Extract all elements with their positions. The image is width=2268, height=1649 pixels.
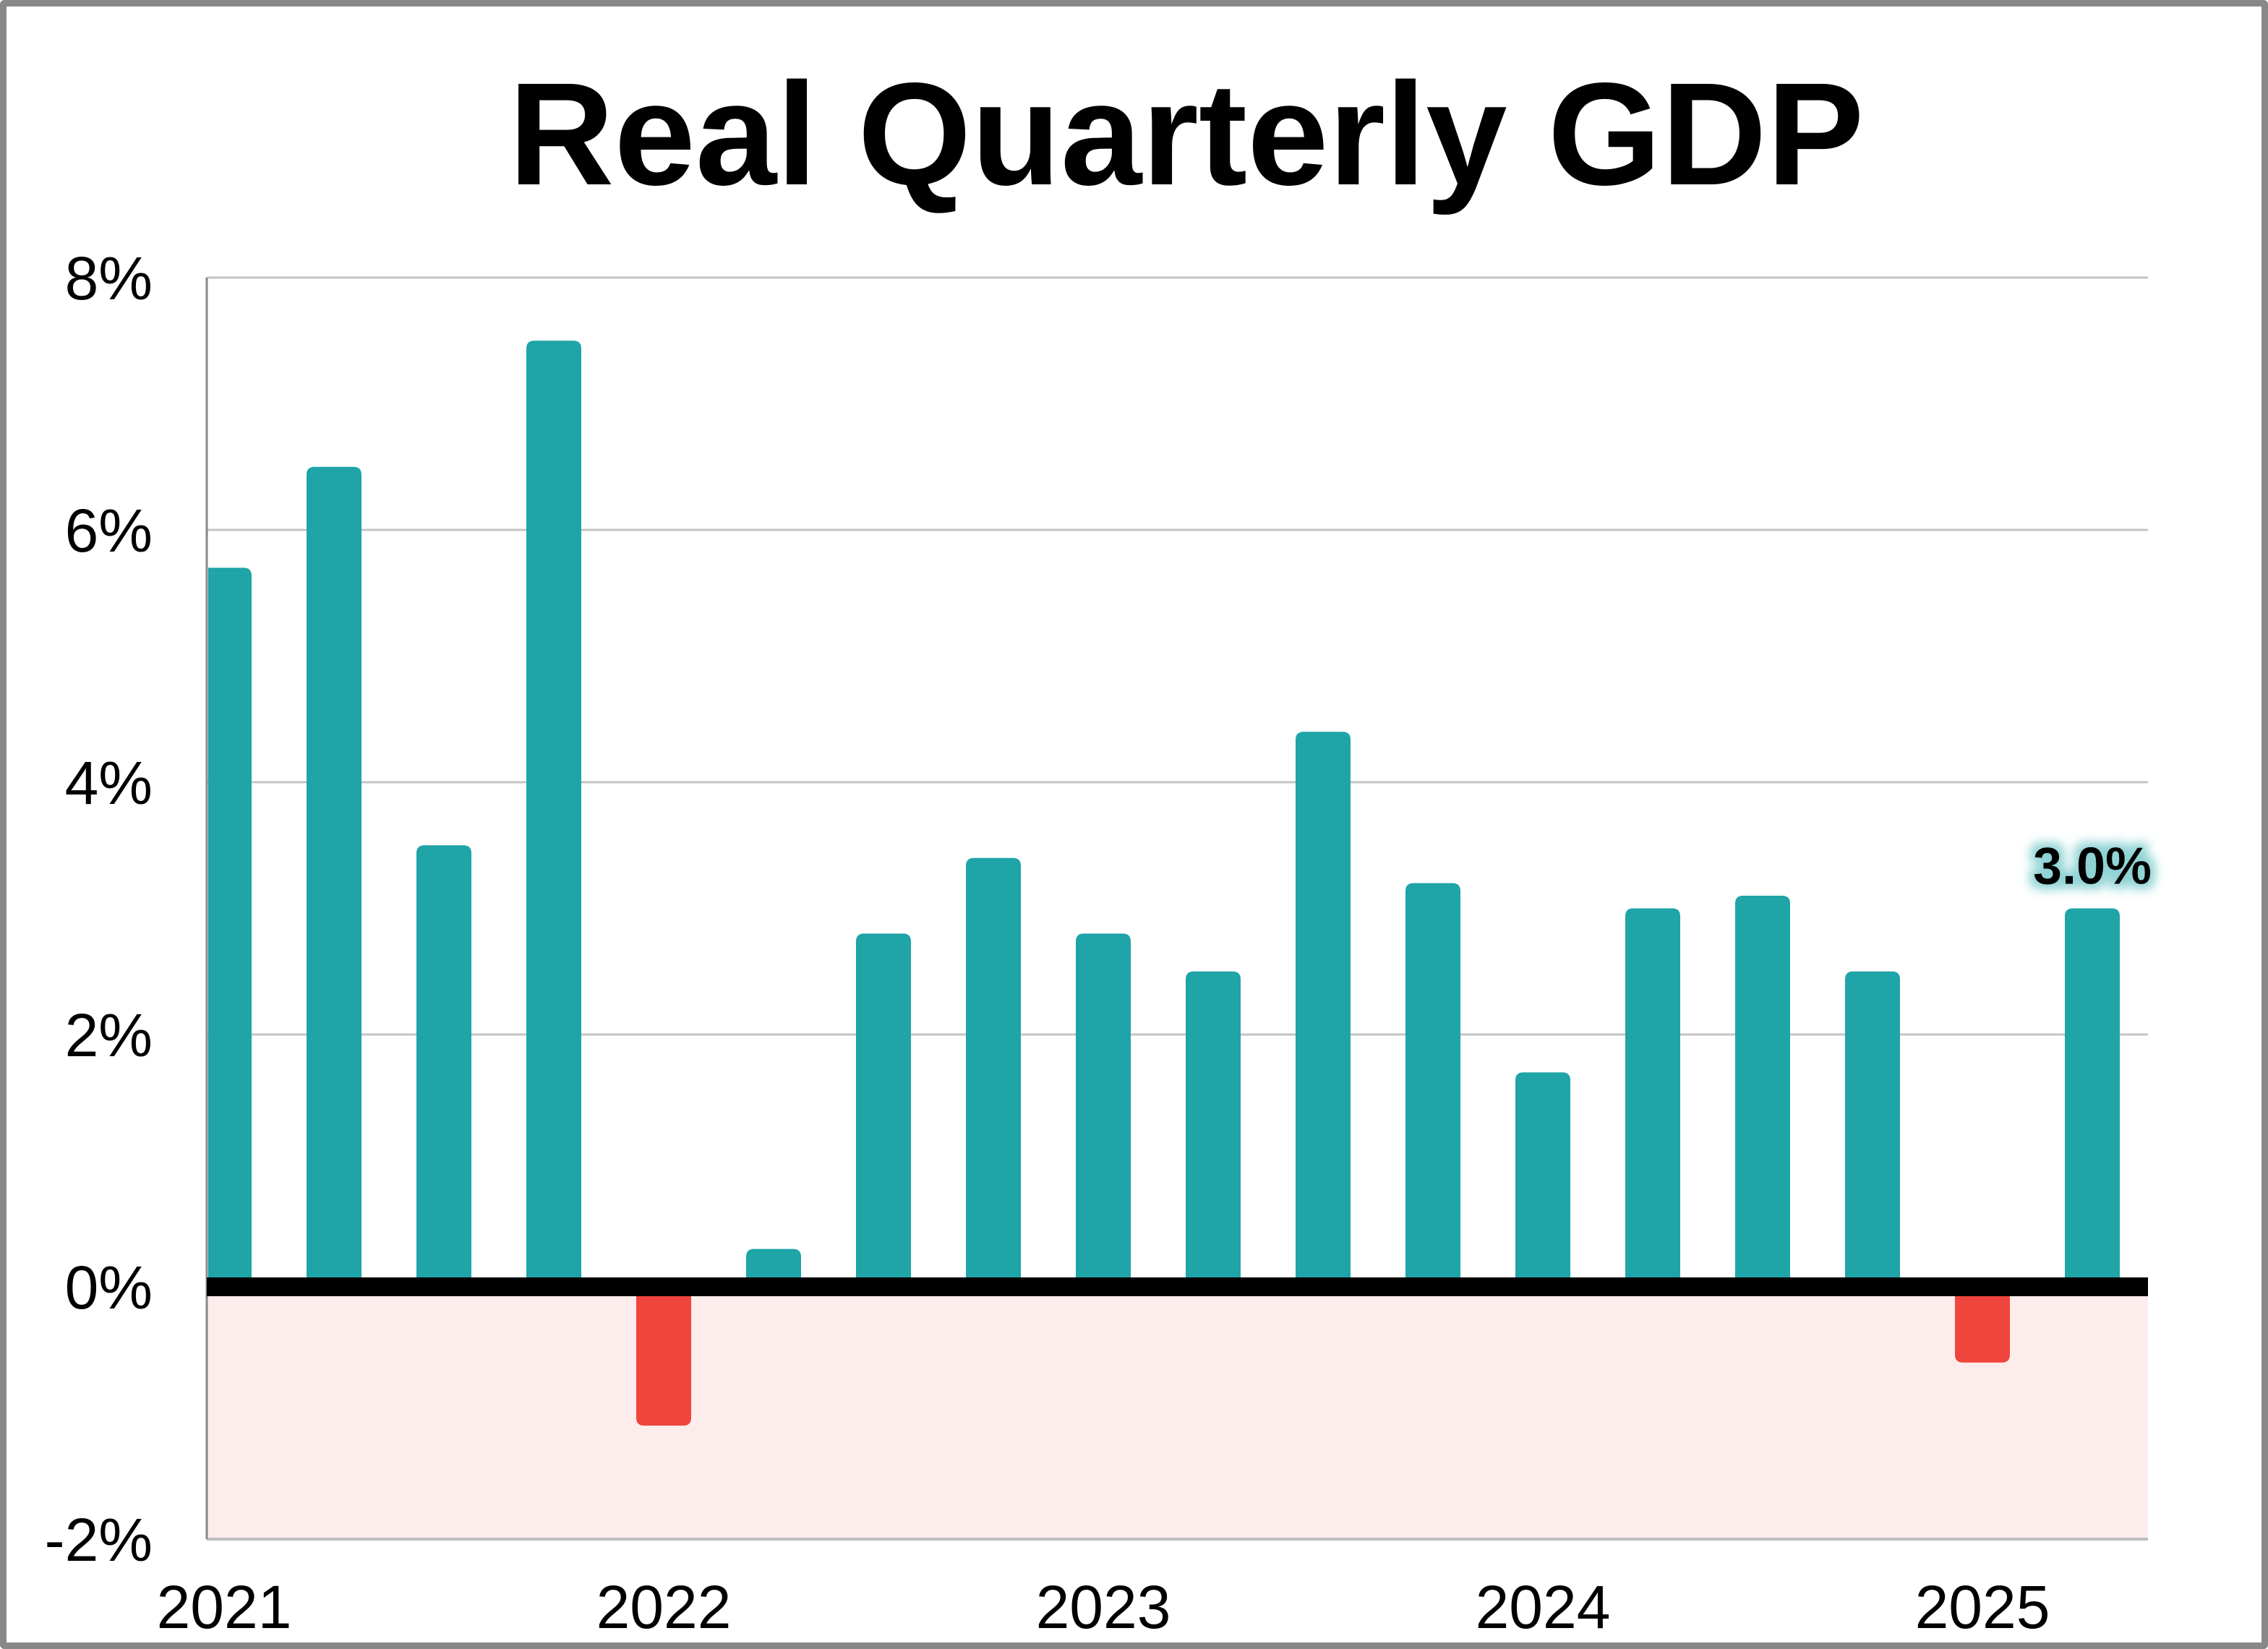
- data-label: 3.0%: [2033, 838, 2152, 896]
- bar-2025-q2: [2065, 908, 2120, 1287]
- bar-2022-q4: [966, 857, 1021, 1287]
- bar-2022-q2: [746, 1248, 801, 1287]
- bar-2024-q4: [1845, 971, 1900, 1287]
- bar-2024-q1: [1515, 1072, 1570, 1287]
- bars: [208, 340, 2120, 1426]
- bar-2022-q3: [856, 933, 911, 1287]
- bar-2023-q2: [1186, 971, 1241, 1287]
- bar-2022-q1: [636, 1287, 691, 1426]
- bar-2021-q4: [526, 340, 581, 1287]
- bar-2024-q2: [1625, 908, 1680, 1287]
- negative-region: [207, 1287, 2148, 1539]
- x-axis-tick-labels: 2021 2022 2023 2024 2025: [157, 1573, 2050, 1641]
- chart-title: Real Quarterly GDP: [509, 52, 1865, 215]
- bar-2025-q1: [1955, 1287, 2010, 1363]
- bar-2023-q4: [1405, 883, 1460, 1287]
- y-tick-label: -2%: [45, 1506, 153, 1574]
- x-tick-label: 2021: [157, 1573, 292, 1641]
- y-tick-label: 6%: [65, 497, 153, 565]
- bar-2021-q1: [208, 567, 252, 1287]
- y-axis-tick-labels: -2% 0% 2% 4% 6% 8%: [45, 244, 153, 1574]
- bar-2024-q3: [1735, 896, 1790, 1287]
- y-tick-label: 8%: [65, 244, 153, 312]
- y-tick-label: 2%: [65, 1001, 153, 1069]
- bar-2021-q3: [416, 845, 471, 1287]
- bar-2023-q1: [1076, 933, 1131, 1287]
- bar-2023-q3: [1296, 732, 1351, 1287]
- x-tick-label: 2025: [1915, 1573, 2050, 1641]
- x-tick-label: 2024: [1476, 1573, 1611, 1641]
- data-labels: 3.0%: [2033, 838, 2152, 896]
- bar-2021-q2: [307, 466, 361, 1287]
- x-tick-label: 2023: [1036, 1573, 1171, 1641]
- zero-line: [207, 1277, 2148, 1296]
- x-tick-label: 2022: [596, 1573, 732, 1641]
- y-tick-label: 4%: [65, 749, 153, 817]
- y-tick-label: 0%: [65, 1254, 153, 1322]
